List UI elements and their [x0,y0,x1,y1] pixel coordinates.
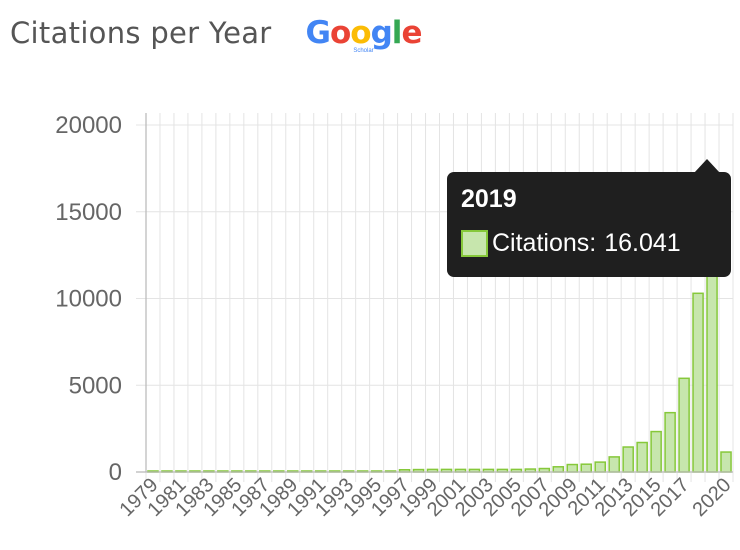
x-axis-ticks: 1979198119831985198719891991199319951997… [116,474,736,521]
google-logo-word: Google [305,15,423,51]
tooltip-swatch [461,229,488,257]
bar-2008 [552,466,565,473]
bar-2018 [692,292,704,473]
y-tick-label: 20000 [55,112,122,139]
tooltip-arrow [694,159,720,173]
bar-2017 [678,377,690,473]
y-axis-ticks: 0 5000 10000 15000 20000 [55,112,122,486]
x-tick-label: 2020 [689,474,736,521]
bar-2015 [650,430,662,473]
y-tick-label: 5000 [69,372,122,399]
axes [136,113,733,473]
tooltip-label: Citations: [492,229,597,257]
grid-lines [136,113,734,482]
bar-2016 [664,411,676,473]
bar-2012 [608,456,620,473]
scholar-subtext: Scholar [353,48,374,54]
chart-header: Citations per Year Google Scholar [10,8,423,58]
bar-2020 [720,451,732,473]
chart-tooltip: 2019 Citations: 16.041 [447,172,731,277]
tooltip-year: 2019 [461,185,517,213]
y-tick-label: 15000 [55,199,122,226]
google-scholar-logo[interactable]: Google Scholar [305,15,423,54]
bar-2011 [594,461,607,473]
bar-2010 [580,463,593,473]
tooltip-value: 16.041 [604,229,681,257]
page-title: Citations per Year [10,16,272,50]
tooltip-row: Citations: 16.041 [461,228,717,258]
bar-2014 [636,441,648,473]
y-tick-label: 10000 [55,286,122,313]
bar-2009 [566,463,579,473]
bar-2013 [622,446,634,473]
y-tick-label: 0 [109,459,122,486]
